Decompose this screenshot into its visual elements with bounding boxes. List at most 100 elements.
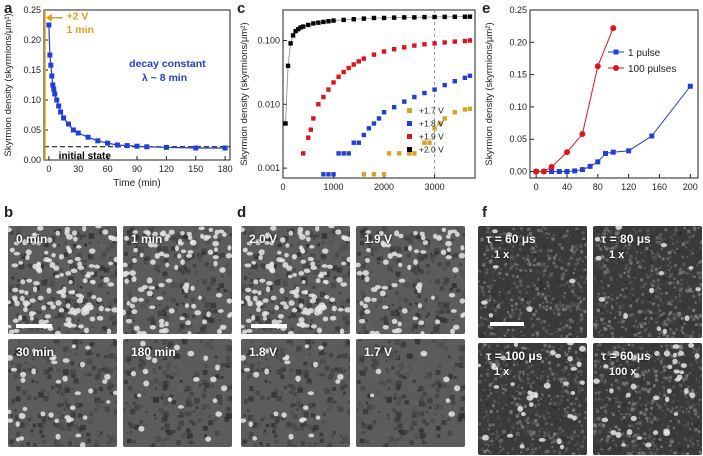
data-point-100-pulses [610, 25, 617, 32]
data-point-decay [52, 91, 58, 97]
data-point-20 [326, 19, 331, 24]
panel-label-a: a [4, 0, 13, 17]
legend-label: +2.0 V [419, 145, 444, 155]
y-tick-label: 0.10 [23, 95, 41, 105]
data-point-18 [402, 99, 407, 104]
data-point-17 [467, 106, 473, 111]
legend-label: +1.9 V [419, 132, 444, 142]
legend-marker [407, 108, 412, 113]
data-point-decay [49, 73, 55, 79]
image-caption: τ = 60 μs [486, 232, 536, 246]
panel-label-b: b [4, 204, 14, 221]
microscopy-image: 1.7 V [356, 339, 465, 447]
data-point-decay [50, 82, 56, 88]
data-point-decay [163, 144, 169, 150]
legend-marker [407, 121, 412, 126]
y-tick-label: 0.20 [509, 37, 527, 47]
plot-frame [282, 9, 476, 179]
y-tick-label: 0.25 [509, 5, 527, 15]
legend-marker [613, 65, 619, 71]
data-point-19 [311, 116, 316, 121]
x-tick-label: 90 [132, 164, 142, 174]
data-point-19 [442, 40, 447, 45]
data-point-19 [391, 46, 397, 52]
x-tick-label: 160 [652, 182, 667, 192]
data-point-18 [391, 105, 397, 110]
chart-e: 040801201602000.000.050.100.150.200.25Pu… [484, 5, 699, 192]
image-subcaption: 1 x [494, 249, 510, 261]
image-caption: 1.9 V [364, 232, 393, 246]
data-point-18 [336, 151, 341, 156]
microscopy-image: τ = 60 μs 100 x [593, 343, 702, 455]
microscopy-image: 2.0 V [241, 226, 350, 334]
data-point-17 [442, 116, 447, 121]
y-tick-label: 0.25 [23, 5, 41, 15]
image-caption: 1.7 V [364, 345, 393, 359]
data-point-20 [432, 14, 437, 20]
data-point-1-pulse [572, 168, 578, 174]
image-caption: τ = 60 μs [601, 349, 651, 363]
x-tick-label: 150 [188, 164, 203, 174]
image-subcaption: 1 x [609, 249, 625, 261]
data-point-19 [331, 80, 336, 85]
data-point-decay [56, 103, 62, 109]
y-tick-label: 0.10 [509, 102, 527, 112]
data-point-decay [70, 127, 76, 133]
microscopy-image: 180 min [123, 339, 232, 447]
y-tick-label: 0.15 [509, 70, 527, 80]
x-tick-label: 30 [73, 164, 83, 174]
data-point-20 [283, 121, 288, 126]
series-line [536, 85, 691, 173]
data-point-decay [58, 109, 64, 115]
data-point-19 [432, 41, 437, 46]
data-point-1-pulse [587, 163, 593, 169]
data-point-18 [366, 126, 372, 131]
data-point-decay [75, 130, 81, 136]
data-point-18 [356, 140, 361, 145]
x-tick-label: 0 [534, 182, 539, 192]
data-point-18 [326, 172, 331, 177]
data-point-100-pulses [548, 164, 555, 171]
data-point-20 [381, 15, 387, 21]
microscopy-texture [478, 226, 587, 338]
data-point-decay [193, 145, 199, 151]
y-tick-label: 0.05 [509, 134, 527, 144]
series-line [536, 27, 614, 173]
data-point-19 [356, 59, 361, 64]
data-point-100-pulses [540, 168, 547, 175]
data-point-19 [467, 38, 473, 43]
data-point-20 [422, 14, 427, 20]
data-point-18 [371, 121, 377, 126]
data-point-20 [391, 15, 397, 20]
data-point-decay [134, 143, 140, 149]
y-tick-label: 0.20 [23, 35, 41, 45]
data-point-17 [371, 172, 377, 177]
decay-constant-label: decay constant [129, 58, 206, 70]
data-point-20 [311, 21, 316, 26]
data-point-1-pulse [549, 169, 555, 175]
microscopy-image: 1.8 V [241, 339, 350, 447]
microscopy-texture [123, 339, 232, 447]
microscopy-texture [241, 339, 350, 447]
x-tick-label: 40 [562, 182, 572, 192]
data-point-19 [452, 39, 457, 44]
microscopy-texture [8, 226, 117, 334]
data-point-18 [422, 90, 427, 96]
data-point-19 [336, 74, 341, 79]
data-point-20 [295, 27, 301, 32]
legend-marker [407, 147, 412, 152]
data-point-1-pulse [687, 83, 693, 89]
data-point-20 [442, 14, 447, 20]
data-point-decay [105, 140, 111, 146]
panel-label-e: e [482, 0, 491, 17]
data-point-20 [290, 33, 296, 38]
data-point-20 [316, 20, 321, 25]
data-point-decay [48, 62, 54, 68]
data-point-18 [462, 75, 468, 80]
data-point-100-pulses [594, 63, 601, 70]
data-point-19 [412, 43, 417, 48]
data-point-17 [462, 107, 468, 112]
data-point-decay [61, 115, 67, 121]
microscopy-image: τ = 100 μs 1 x [478, 343, 587, 455]
